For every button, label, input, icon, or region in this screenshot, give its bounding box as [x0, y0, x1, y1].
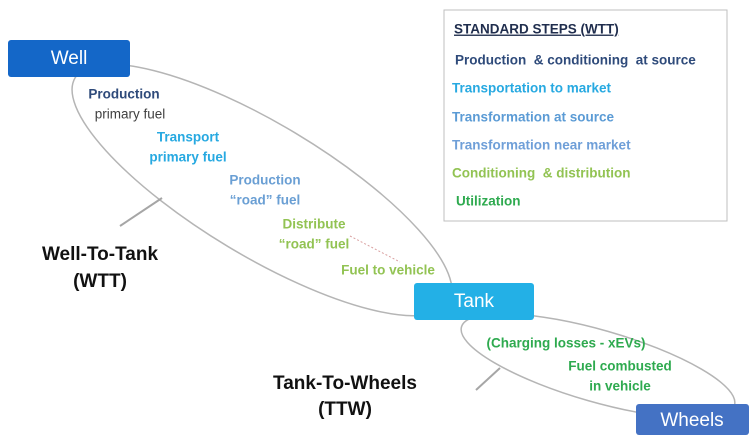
wheels-label: Wheels	[660, 410, 723, 431]
legend-box	[443, 9, 728, 222]
well-label: Well	[51, 48, 88, 69]
step-text: primary fuel	[149, 150, 226, 165]
tank-label: Tank	[454, 291, 495, 312]
tank-box	[414, 283, 534, 320]
step-text: Fuel to vehicle	[341, 263, 435, 278]
legend-title: STANDARD STEPS (WTT)	[454, 22, 619, 37]
step-text: Fuel combusted	[568, 359, 672, 374]
wtt-label: Well-To-Tank	[42, 244, 159, 265]
wheels-box	[636, 404, 749, 435]
legend-item: Transformation at source	[452, 110, 615, 125]
legend-item: Transportation to market	[452, 81, 612, 96]
legend-item: Transformation near market	[452, 138, 631, 153]
well-box	[8, 40, 130, 77]
step-text: “road” fuel	[279, 237, 350, 252]
legend-item: Production & conditioning at source	[455, 53, 696, 68]
wtt-pointer	[119, 197, 163, 227]
legend-item: Conditioning & distribution	[452, 166, 630, 181]
legend-item: Utilization	[456, 194, 521, 209]
wtt-label: (WTT)	[73, 271, 127, 292]
step-text: (Charging losses - xEVs)	[486, 336, 645, 351]
ttw-label: (TTW)	[318, 399, 372, 420]
step-text: Production	[229, 173, 300, 188]
step-text: Transport	[157, 130, 220, 145]
step-text: “road” fuel	[230, 193, 301, 208]
ttw-label: Tank-To-Wheels	[273, 373, 417, 394]
step-text: in vehicle	[589, 379, 651, 394]
step-text: Distribute	[282, 217, 345, 232]
step-text: Production	[88, 87, 159, 102]
ttw-pointer	[475, 367, 501, 391]
step-text: primary fuel	[95, 107, 166, 122]
dotted-link	[349, 235, 401, 263]
